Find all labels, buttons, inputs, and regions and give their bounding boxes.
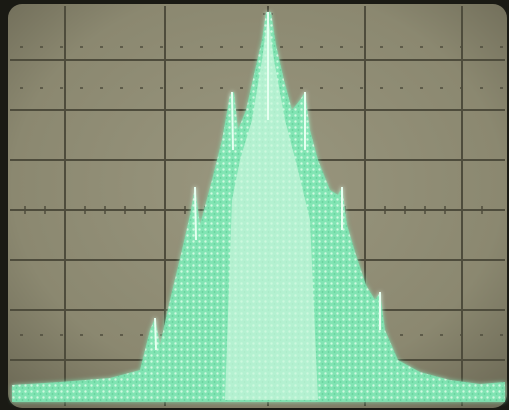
spectrum-trace <box>12 12 505 402</box>
